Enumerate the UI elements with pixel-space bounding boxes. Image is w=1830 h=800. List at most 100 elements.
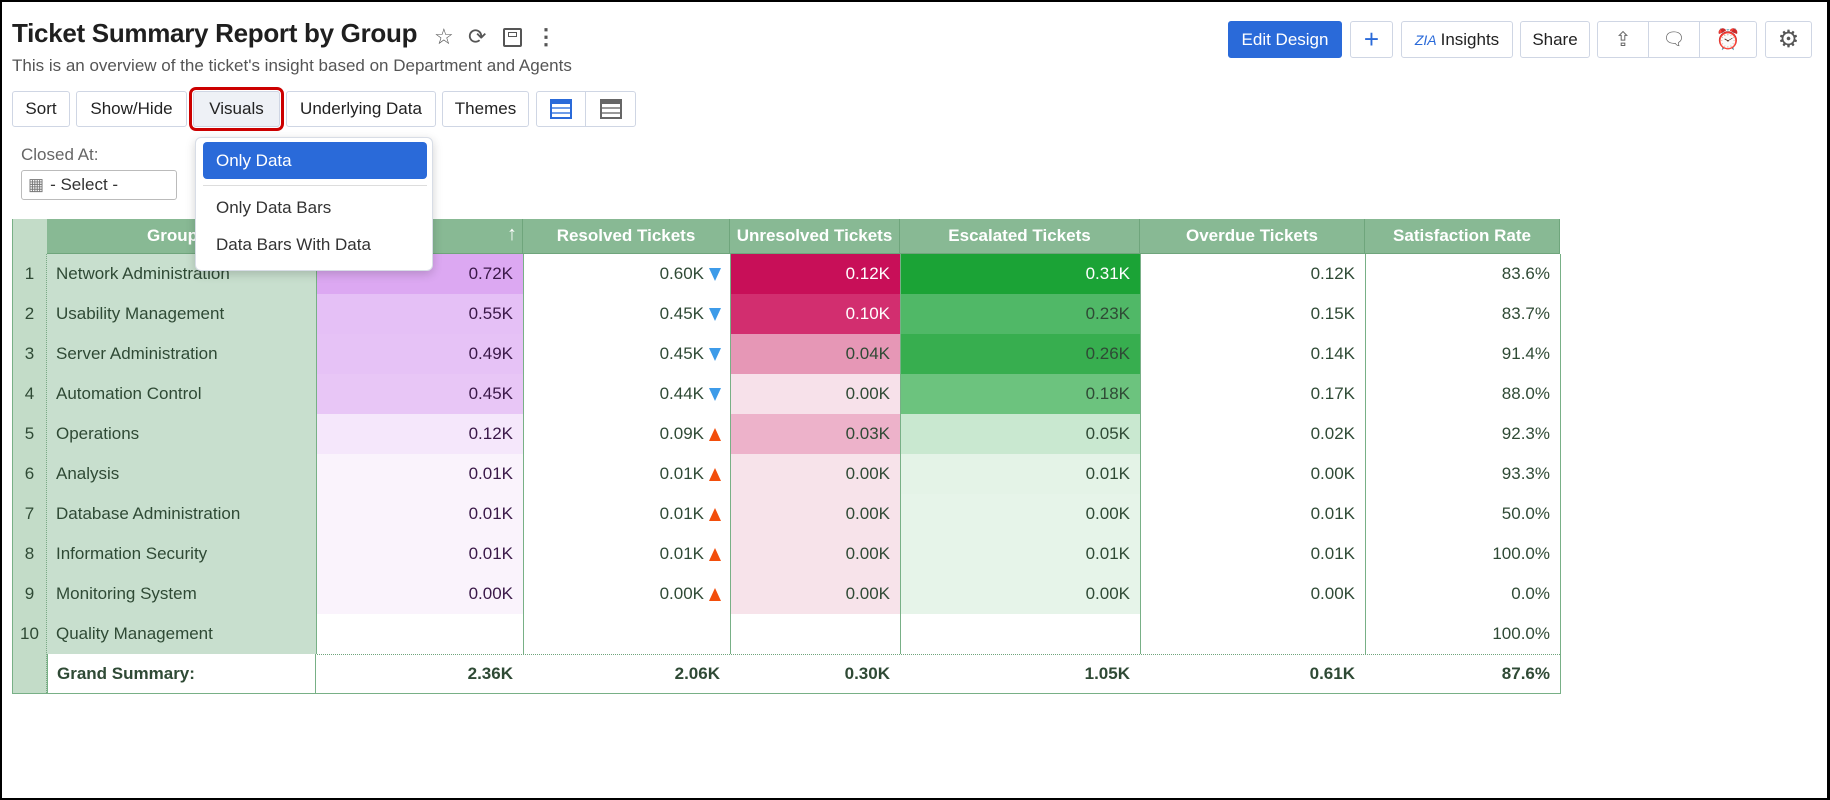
trend-down-icon [709,267,721,281]
resolved-cell: 0.01K [523,494,730,534]
c2-cell [316,614,523,654]
sort-button[interactable]: Sort [12,91,70,127]
closed-at-select[interactable]: ▦ - Select - [21,170,177,200]
escalated-cell: 0.05K [900,414,1140,454]
unresolved-cell: 0.00K [730,374,900,414]
comment-button[interactable]: 🗨 [1648,21,1700,58]
group-name[interactable]: Monitoring System [56,584,197,603]
visuals-button[interactable]: Visuals [189,87,284,131]
row-number: 2 [24,304,35,323]
row-number-header [12,219,47,254]
column-divider [1140,254,1141,654]
satisfaction-cell: 88.0% [1365,374,1560,414]
group-name[interactable]: Database Administration [56,504,241,523]
save-icon[interactable] [503,28,522,47]
menu-item-only-data[interactable]: Only Data [203,142,427,179]
c2-cell: 0.00K [316,574,523,614]
overdue-cell [1140,614,1365,654]
unresolved-cell: 0.00K [730,454,900,494]
summary-overdue: 0.61K [1309,664,1355,683]
group-name[interactable]: Quality Management [56,624,213,643]
satisfaction-cell: 91.4% [1365,334,1560,374]
group-column [47,254,316,654]
insights-button[interactable]: ZIA Insights [1401,21,1513,58]
star-icon[interactable]: ☆ [434,24,454,49]
settings-button[interactable]: ⚙ [1765,21,1812,58]
unresolved-cell: 0.00K [730,494,900,534]
escalated-cell: 0.01K [900,454,1140,494]
share-button[interactable]: Share [1520,21,1590,58]
overdue-cell: 0.15K [1140,294,1365,334]
add-button[interactable]: + [1350,21,1393,58]
column-divider [900,254,901,654]
c2-cell: 0.45K [316,374,523,414]
resolved-cell: 0.01K [523,534,730,574]
satisfaction-cell: 0.0% [1365,574,1560,614]
group-name[interactable]: Usability Management [56,304,225,323]
schedule-button[interactable]: ⏰ [1699,21,1757,58]
group-name[interactable]: Analysis [56,464,120,483]
alarm-clock-icon: ⏰ [1715,29,1741,51]
group-name[interactable]: Server Administration [56,344,218,363]
unresolved-cell: 0.00K [730,574,900,614]
gear-icon: ⚙ [1777,26,1800,53]
satisfaction-cell: 92.3% [1365,414,1560,454]
menu-item-only-data-bars[interactable]: Only Data Bars [216,197,332,217]
unresolved-cell: 0.00K [730,534,900,574]
column-header[interactable]: Satisfaction Rate [1365,219,1560,254]
row-number: 3 [24,344,35,363]
export-button[interactable]: ⇪ [1597,21,1649,58]
satisfaction-cell: 93.3% [1365,454,1560,494]
refresh-icon[interactable]: ⟳ [468,24,487,49]
menu-item-data-bars-with-data[interactable]: Data Bars With Data [216,234,371,254]
row-number: 1 [24,264,35,283]
resolved-cell: 0.09K [523,414,730,454]
c2-cell: 0.01K [316,454,523,494]
column-header[interactable]: Overdue Tickets [1140,219,1365,254]
grand-summary-label: Grand Summary: [47,654,316,694]
page-title: Ticket Summary Report by Group [12,18,418,48]
c2-cell: 0.55K [316,294,523,334]
group-name[interactable]: Network Administration [56,264,230,283]
summary-unresolved: 0.30K [844,664,890,683]
trend-up-icon [709,467,721,481]
escalated-cell: 0.23K [900,294,1140,334]
resolved-cell: 0.44K [523,374,730,414]
resolved-cell: 0.45K [523,334,730,374]
group-name[interactable]: Automation Control [56,384,202,403]
c2-cell: 0.01K [316,534,523,574]
themes-button[interactable]: Themes [442,91,529,127]
overdue-cell: 0.17K [1140,374,1365,414]
more-vertical-icon[interactable]: ⋮ [535,24,557,49]
row-number: 4 [24,384,35,403]
overdue-cell: 0.01K [1140,494,1365,534]
column-header[interactable]: Resolved Tickets [523,219,730,254]
group-name[interactable]: Information Security [56,544,208,563]
column-header[interactable]: Unresolved Tickets [730,219,900,254]
escalated-cell: 0.01K [900,534,1140,574]
escalated-cell: 0.00K [900,494,1140,534]
edit-design-button[interactable]: Edit Design [1228,21,1342,58]
c2-cell: 0.49K [316,334,523,374]
column-header[interactable]: Escalated Tickets [900,219,1140,254]
group-name[interactable]: Operations [56,424,140,443]
visuals-dropdown-menu: Only Data Only Data Bars Data Bars With … [195,137,433,271]
insights-label: Insights [1440,29,1500,49]
show-hide-button[interactable]: Show/Hide [76,91,187,127]
table-view-button[interactable] [536,91,586,127]
underlying-data-button[interactable]: Underlying Data [286,91,436,127]
resolved-cell: 0.00K [523,574,730,614]
row-number: 5 [24,424,35,443]
escalated-cell: 0.31K [900,254,1140,294]
closed-at-value: - Select - [50,175,119,194]
overdue-cell: 0.00K [1140,454,1365,494]
resolved-cell: 0.60K [523,254,730,294]
table-icon [550,99,572,119]
trend-up-icon [709,507,721,521]
summary-satisfaction: 87.6% [1501,664,1550,683]
pivot-view-button[interactable] [585,91,636,127]
resolved-cell: 0.45K [523,294,730,334]
unresolved-cell: 0.04K [730,334,900,374]
c2-cell: 0.12K [316,414,523,454]
escalated-cell: 0.18K [900,374,1140,414]
